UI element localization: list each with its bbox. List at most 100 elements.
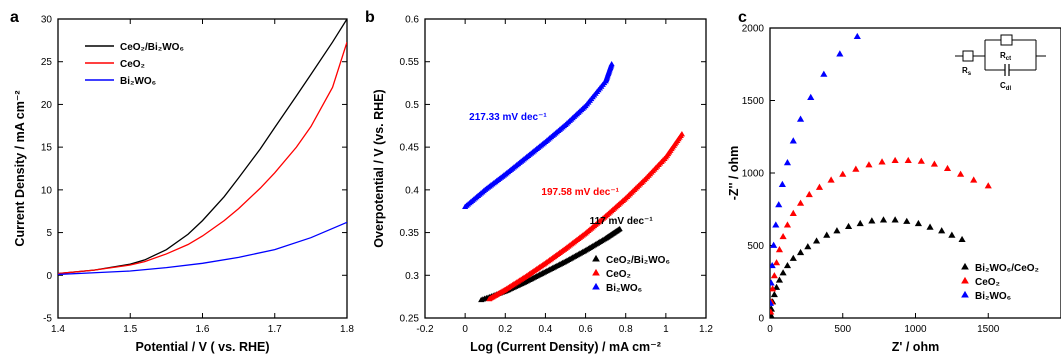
legend-label: CeO₂/Bi₂WO₆ xyxy=(120,42,184,53)
slope-annotation: 117 mV dec⁻¹ xyxy=(590,216,654,227)
data-point xyxy=(815,183,824,190)
y-tick-label: 10 xyxy=(41,185,53,196)
y-tick-label: 20 xyxy=(41,100,53,111)
data-point xyxy=(812,237,821,244)
y-tick-label: -5 xyxy=(43,314,52,325)
data-point xyxy=(775,276,784,283)
series-line-0 xyxy=(58,19,347,275)
x-tick-label: -0.2 xyxy=(416,324,434,335)
y-tick-label: 0.55 xyxy=(400,57,420,68)
data-point xyxy=(970,176,978,183)
data-point xyxy=(820,70,828,77)
data-point xyxy=(779,269,787,276)
data-point xyxy=(823,231,831,238)
x-tick-label: 1.5 xyxy=(123,324,137,335)
data-point xyxy=(938,227,946,234)
panel-b: b -0.2 0 0.2 0.4 0.6 0.8 1 1.2 0.25 0.3 0.35 0.4 0.45… xyxy=(365,9,713,354)
x-tick-label: 0 xyxy=(462,324,468,335)
data-point xyxy=(804,243,812,250)
legend-marker xyxy=(961,276,969,284)
data-point xyxy=(903,217,911,224)
data-point xyxy=(943,164,952,171)
data-point xyxy=(878,158,886,165)
data-point xyxy=(856,219,864,227)
data-point xyxy=(616,225,623,232)
y-tick-label: 25 xyxy=(41,57,53,68)
data-point xyxy=(783,261,792,269)
resistor-rs xyxy=(962,50,974,62)
legend-marker xyxy=(961,290,969,298)
data-point xyxy=(772,283,781,290)
panel-a: a 1.4 1.5 1.6 1.7 1.8 -5 0 5 10 15 20 25 30 Potential … xyxy=(10,9,354,354)
x-tick-label: 1.2 xyxy=(699,324,713,335)
data-point xyxy=(608,60,615,67)
y-tick-label: 15 xyxy=(41,143,53,154)
x-tick-label: 0.2 xyxy=(498,324,512,335)
data-point xyxy=(891,156,899,164)
data-point xyxy=(807,93,815,100)
series-line-2 xyxy=(58,221,347,276)
x-tick-label: 1500 xyxy=(977,324,1000,335)
data-point xyxy=(783,221,792,228)
y-tick-label: 1500 xyxy=(742,96,765,107)
data-point xyxy=(844,222,853,229)
data-point xyxy=(770,279,775,286)
data-point xyxy=(796,248,805,256)
x-tick-label: 1.4 xyxy=(51,324,65,335)
data-point xyxy=(770,241,778,248)
data-point xyxy=(770,261,776,269)
data-point xyxy=(772,221,780,228)
circuit-inset: Rs Rct Cdl xyxy=(955,34,1046,92)
data-point xyxy=(891,216,899,223)
legend-marker xyxy=(592,282,600,290)
legend-label: CeO₂ xyxy=(606,269,631,280)
x-tick-label: 500 xyxy=(834,324,851,335)
plot-area xyxy=(462,60,685,303)
plot-frame xyxy=(424,18,707,319)
data-point xyxy=(984,182,992,189)
label-cdl: Cdl xyxy=(1000,81,1011,92)
y-tick-label: 5 xyxy=(46,228,52,239)
data-point xyxy=(930,160,938,167)
x-axis-label: Log (Current Density) / mA cm⁻² xyxy=(470,340,661,354)
series-line-1 xyxy=(58,41,347,275)
data-point xyxy=(958,235,966,243)
y-tick-label: 0.4 xyxy=(405,185,419,196)
x-tick-label: 1.8 xyxy=(340,324,354,335)
data-point xyxy=(772,259,781,266)
x-tick-label: 0.6 xyxy=(579,324,593,335)
y-tick-label: 500 xyxy=(747,241,764,252)
label-rct: Rct xyxy=(1000,51,1011,62)
data-point xyxy=(770,299,775,306)
data-point xyxy=(827,176,835,183)
x-tick-label: 1 xyxy=(663,324,669,335)
legend-label: Bi₂WO₆ xyxy=(606,283,642,294)
x-tick-label: 0 xyxy=(767,324,773,335)
plot-area xyxy=(58,19,347,276)
data-point xyxy=(775,246,784,253)
y-axis-label: Current Density / mA cm⁻² xyxy=(13,90,27,246)
data-point xyxy=(770,272,778,279)
y-tick-label: 0.6 xyxy=(405,15,419,26)
data-point xyxy=(789,209,797,216)
data-point xyxy=(789,254,797,261)
x-tick-label: 1.7 xyxy=(268,324,282,335)
data-point xyxy=(868,217,876,224)
legend-marker xyxy=(592,254,600,262)
data-point xyxy=(805,190,813,198)
plot-area xyxy=(770,32,992,318)
data-point xyxy=(865,161,873,168)
slope-annotation: 217.33 mV dec⁻¹ xyxy=(469,112,547,123)
y-tick-label: 1000 xyxy=(742,169,765,180)
data-point xyxy=(948,231,956,238)
legend-marker xyxy=(961,262,969,270)
legend-label: CeO₂ xyxy=(975,277,1000,288)
data-point xyxy=(779,232,787,240)
y-tick-label: 0 xyxy=(46,271,52,282)
data-point xyxy=(796,115,805,122)
data-point xyxy=(796,199,805,206)
panel-label: b xyxy=(365,9,375,26)
legend-label: Bi₂WO₆ xyxy=(975,291,1011,302)
y-tick-label: 0.3 xyxy=(405,271,419,282)
label-rs: Rs xyxy=(962,66,972,77)
